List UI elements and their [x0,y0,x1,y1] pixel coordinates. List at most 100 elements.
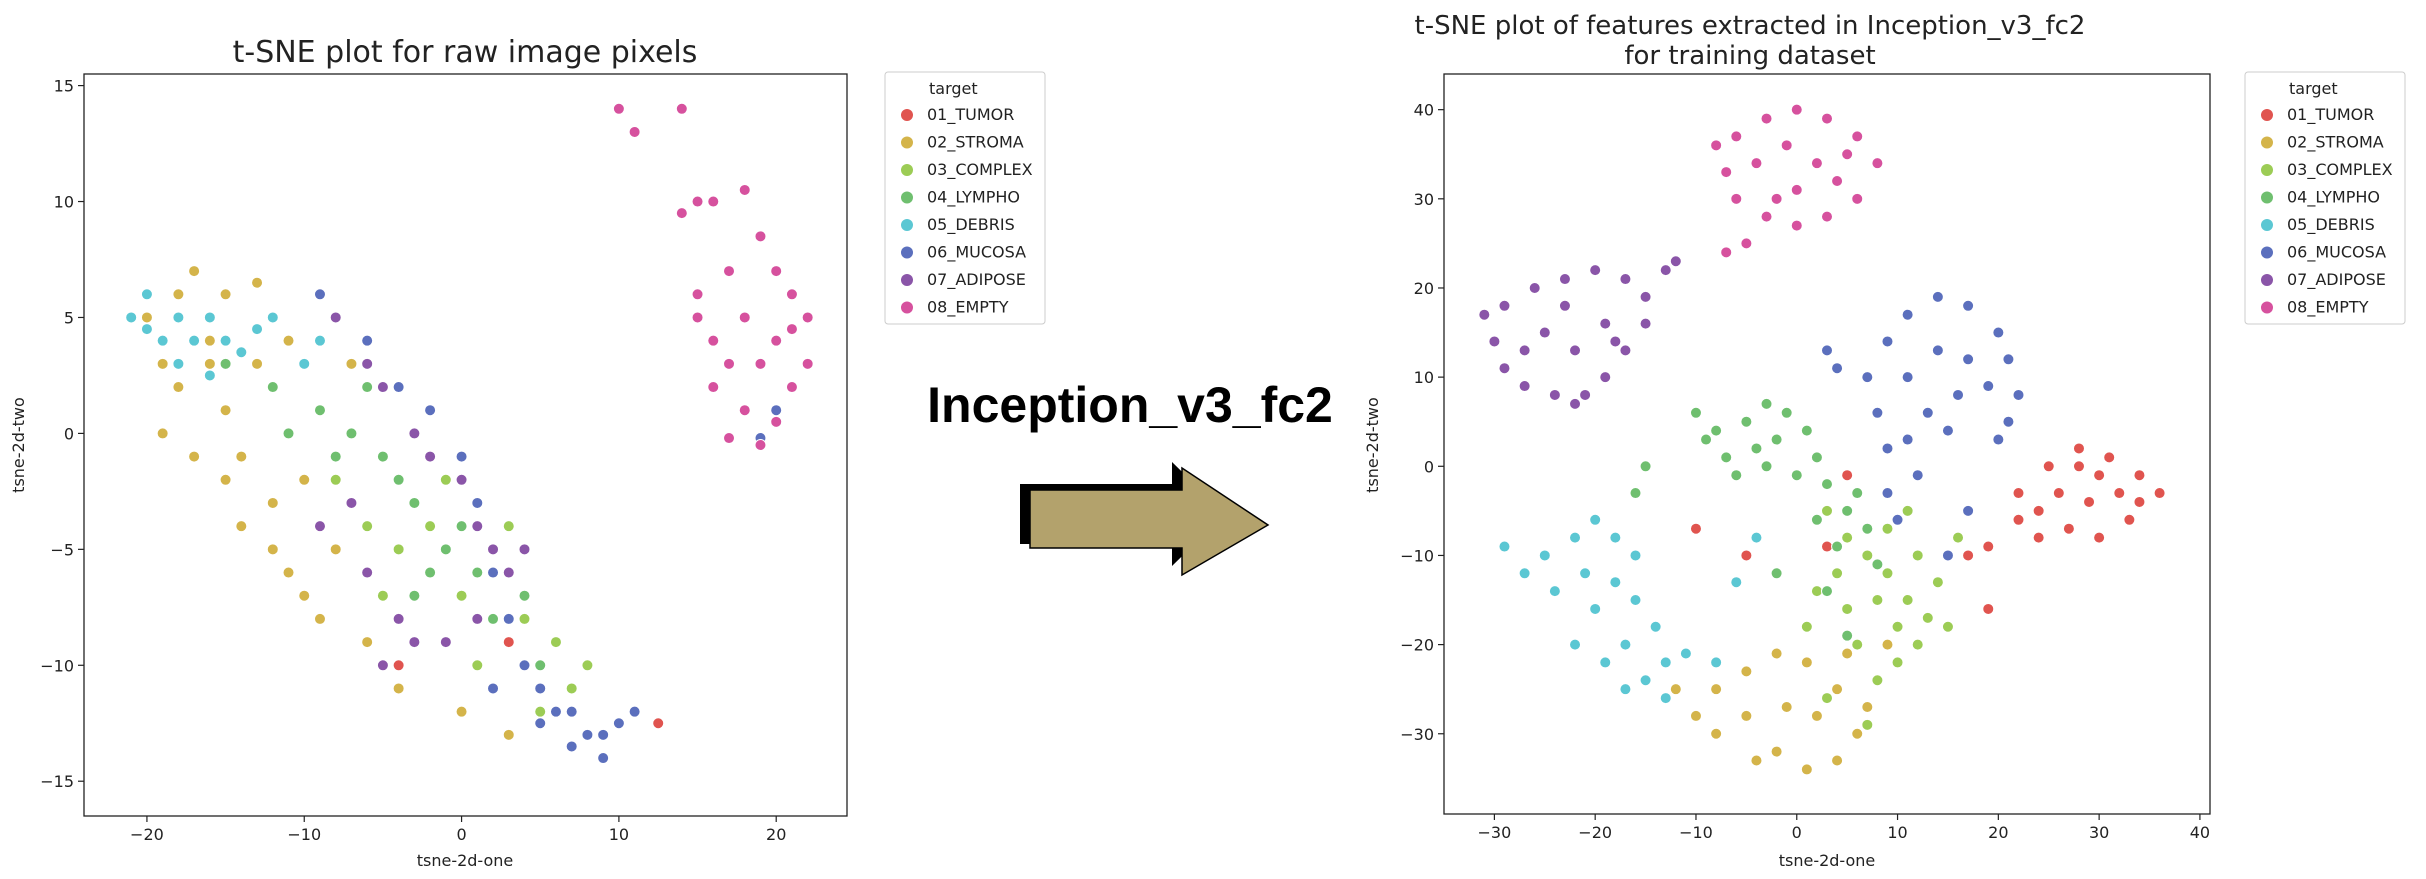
data-point [1911,549,1924,562]
data-point [313,288,326,301]
data-point [361,334,374,347]
data-point [1639,290,1652,303]
legend-marker [901,191,913,204]
data-point [298,357,311,370]
data-point [1911,469,1924,482]
data-point [754,357,767,370]
data-point [770,265,783,278]
data-point [1629,594,1642,607]
data-point [2093,469,2106,482]
y-tick-label: 20 [1414,279,1434,298]
legend-marker [901,136,913,149]
data-point [2002,415,2015,428]
data-point [1488,335,1501,348]
data-point [1982,380,1995,393]
data-point [502,566,515,579]
data-point [1790,219,1803,232]
data-point [1921,406,1934,419]
data-point [1871,594,1884,607]
data-point [1730,469,1743,482]
data-point [565,740,578,753]
x-tick-label: −30 [1478,823,1512,842]
data-point [424,566,437,579]
legend-entry: 03_COMPLEX [927,160,1033,180]
data-point [1619,683,1632,696]
legend-marker [901,246,913,259]
data-point [1599,656,1612,669]
data-point [801,357,814,370]
data-point [487,543,500,556]
data-point [2072,442,2085,455]
data-point [1962,353,1975,366]
data-point [298,473,311,486]
legend-marker [2261,301,2273,314]
data-point [439,543,452,556]
data-point [770,415,783,428]
y-tick-label: 10 [1414,368,1434,387]
x-axis-label: tsne-2d-one [1779,851,1876,870]
data-point [172,288,185,301]
data-point [251,323,264,336]
data-point [1841,148,1854,161]
y-axis-ticks: −15 −10 −5 0 5 10 15 [40,77,84,791]
legend-marker [2261,109,2273,121]
x-axis-ticks: −20 −10 0 10 20 [130,816,786,844]
data-point [1770,192,1783,205]
x-tick-label: 0 [1792,823,1802,842]
legend-entry: 08_EMPTY [2287,298,2369,318]
data-point [345,357,358,370]
data-point [1710,656,1723,669]
data-point [1800,656,1813,669]
right-arrow-icon [1020,462,1270,577]
data-point [707,381,720,394]
data-point [1851,487,1864,500]
data-point [235,450,248,463]
data-point [1528,281,1541,294]
data-point [1982,602,1995,615]
data-point [1609,335,1622,348]
data-point [266,496,279,509]
data-point [1538,326,1551,339]
data-point [1770,567,1783,580]
data-point [2012,388,2025,401]
legend-entry: 07_ADIPOSE [2287,270,2386,290]
data-point [2032,531,2045,544]
data-point [1639,460,1652,473]
data-point [1992,433,2005,446]
data-point [1891,513,1904,526]
data-point [612,717,625,730]
legend-marker [2261,246,2273,259]
legend-title: target [2289,79,2338,98]
data-point [723,432,736,445]
data-point [502,636,515,649]
data-point [1710,424,1723,437]
data-point [408,496,421,509]
legend-marker [2261,274,2273,286]
legend-marker [2261,219,2273,231]
data-point [1931,290,1944,303]
data-point [471,496,484,509]
data-point [628,705,641,718]
data-point [424,450,437,463]
data-point [1861,701,1874,714]
data-point [1901,371,1914,384]
data-point [1659,656,1672,669]
legend-marker [2261,164,2273,176]
data-point [2052,487,2065,500]
data-point [1569,344,1582,357]
data-point [1831,540,1844,553]
data-point [1962,549,1975,562]
data-point [1569,397,1582,410]
data-point [1810,585,1823,598]
data-point [628,125,641,138]
x-tick-label: −10 [1679,823,1713,842]
data-point [266,543,279,556]
legend-entry: 05_DEBRIS [2287,215,2375,235]
y-tick-label: −10 [1400,546,1434,565]
x-tick-label: 0 [456,825,466,844]
data-point [1821,210,1833,223]
data-point [1629,549,1642,562]
data-point [2093,531,2106,544]
chart-title: t-SNE plot of features extracted in Ince… [1415,11,2086,41]
inception-features-tsne-chart: t-SNE plot of features extracted in Ince… [1363,11,2406,870]
